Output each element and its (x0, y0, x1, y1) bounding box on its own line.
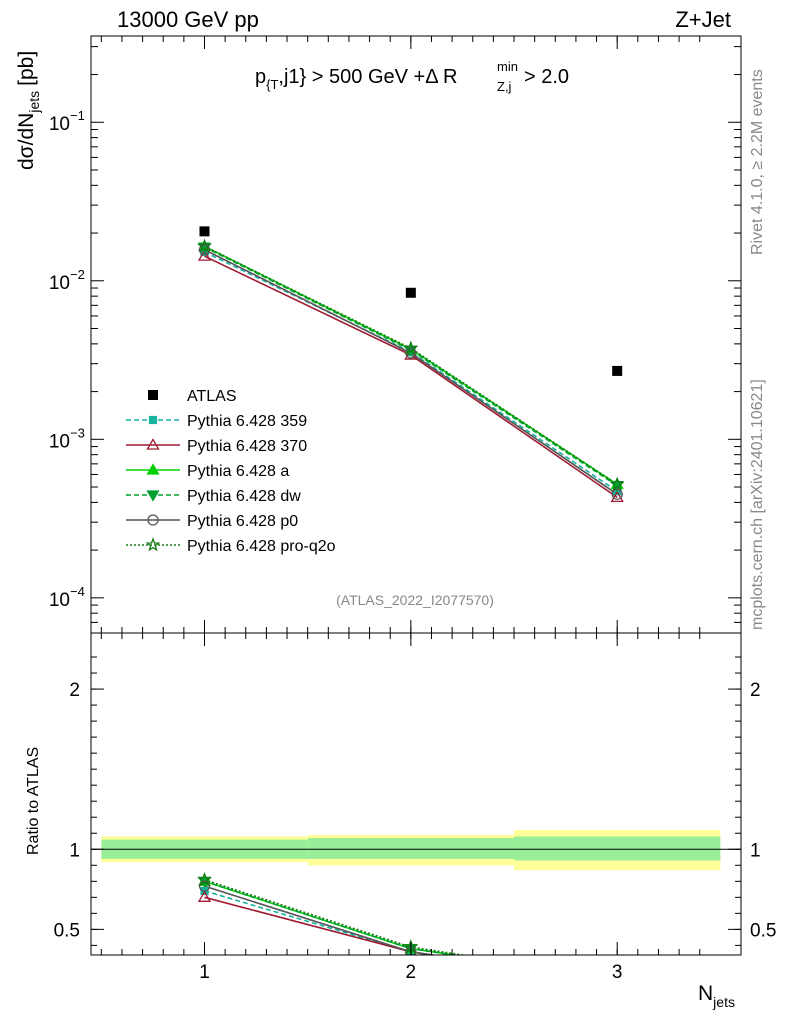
ratio-band-inner (514, 836, 721, 861)
main-ytick-exponent: −3 (70, 425, 85, 440)
ratio-ytick-label-right: 2 (750, 680, 761, 701)
mc-marker (403, 340, 419, 355)
legend-marker (146, 463, 160, 475)
ratio-frame (90, 632, 742, 956)
title-tail: > 2.0 (524, 66, 569, 88)
mc-marker (198, 244, 211, 256)
main-ylabel-unit: [pb] (15, 51, 38, 86)
ratio-ytick-label-left: 2 (69, 680, 80, 701)
legend-label: Pythia 6.428 359 (187, 413, 307, 430)
main-ytick-label: 10 (49, 431, 70, 452)
header-left: 13000 GeV pp (117, 7, 259, 32)
legend-atlas-marker (148, 390, 158, 400)
ratio-tick-labels: 0.5 0.5 1 1 2 2 1 2 3 (54, 680, 777, 983)
ratio-xlabel-main: N (698, 982, 713, 1005)
ratio-xtick-label: 2 (406, 962, 417, 983)
ratio-ylabel: Ratio to ATLAS (25, 747, 42, 855)
mc-marker (404, 348, 418, 360)
mc-line (204, 245, 618, 485)
legend-marker (146, 438, 160, 450)
ratio-marker (197, 871, 212, 887)
atlas-point (405, 287, 416, 298)
main-ytick-exponent: −2 (70, 267, 85, 282)
ratio-ytick-label-right: 0.5 (750, 920, 776, 941)
mc-marker (609, 476, 625, 491)
main-ticks (91, 36, 741, 634)
legend-marker (148, 415, 158, 425)
title-p-rest: ,j1} > 500 GeV +Δ R (278, 66, 457, 88)
ratio-panel: 0.5 0.5 1 1 2 2 1 2 3 Ratio to ATLAS Njets (25, 632, 777, 1010)
mc-marker (611, 488, 623, 500)
mcplots-text: mcplots.cern.ch [arXiv:2401.10621] (749, 379, 766, 630)
mc-marker (405, 347, 417, 359)
ratio-ticks (91, 633, 741, 955)
main-ytick-label: 10 (49, 273, 70, 294)
ratio-ytick-label-right: 1 (750, 840, 761, 861)
rivet-version-text: Rivet 4.1.0, ≥ 2.2M events (749, 69, 766, 255)
ratio-marker (198, 880, 211, 892)
legend-marker (147, 514, 159, 526)
title-r-sub: Z,j (497, 79, 512, 94)
ratio-band-inner (307, 838, 515, 859)
legend-marker (146, 490, 160, 502)
mc-marker (197, 249, 212, 261)
ratio-xtick-label: 1 (199, 962, 210, 983)
main-panel: 10−110−210−310−4 p{T,j1} > 500 GeV +Δ R … (15, 35, 742, 634)
main-ylabel-sub: jets (26, 91, 42, 114)
main-ytick-label: 10 (49, 590, 70, 611)
mc-marker (610, 490, 624, 503)
mc-lines (204, 245, 618, 499)
main-ytick-label: 10 (49, 114, 70, 135)
legend-marker (145, 537, 161, 552)
title-p-sub: {T (266, 77, 278, 92)
mc-line (204, 251, 618, 492)
legend-label: Pythia 6.428 pro-q2o (187, 538, 336, 555)
plot-title: p{T,j1} > 500 GeV +Δ R (255, 66, 457, 92)
main-ytick-exponent: −1 (70, 108, 85, 123)
title-r-sup: min (497, 59, 518, 74)
legend-label: Pythia 6.428 370 (187, 438, 307, 455)
main-ylabel: dσ/dNjets [pb] (15, 51, 42, 170)
main-ytick-labels: 10−110−210−310−4 (49, 108, 85, 611)
mc-marker (197, 238, 212, 253)
header-right: Z+Jet (675, 7, 731, 32)
legend-label: Pythia 6.428 dw (187, 488, 301, 505)
mc-line (204, 246, 618, 487)
ratio-xlabel-sub: jets (712, 994, 735, 1010)
atlas-point (612, 365, 623, 376)
atlas-point (199, 226, 210, 237)
legend-label: ATLAS (187, 388, 237, 405)
legend-label: Pythia 6.428 a (187, 463, 289, 480)
ratio-bands (101, 830, 721, 871)
mc-markers (197, 238, 625, 503)
title-p: p (255, 66, 266, 88)
ratio-marker (197, 890, 212, 902)
ratio-ytick-label-left: 1 (69, 840, 80, 861)
ratio-ytick-label-left: 0.5 (54, 920, 80, 941)
main-ylabel-main: dσ/dN (15, 113, 38, 170)
ratio-xlabel: Njets (698, 982, 735, 1010)
main-ytick-exponent: −4 (70, 584, 85, 599)
analysis-id: (ATLAS_2022_I2077570) (336, 592, 494, 608)
atlas-points (199, 226, 623, 376)
legend-label: Pythia 6.428 p0 (187, 513, 298, 530)
legend: ATLAS Pythia 6.428 359 Pythia 6.428 370 Pyt… (126, 388, 336, 555)
ratio-xtick-label: 3 (612, 962, 623, 983)
